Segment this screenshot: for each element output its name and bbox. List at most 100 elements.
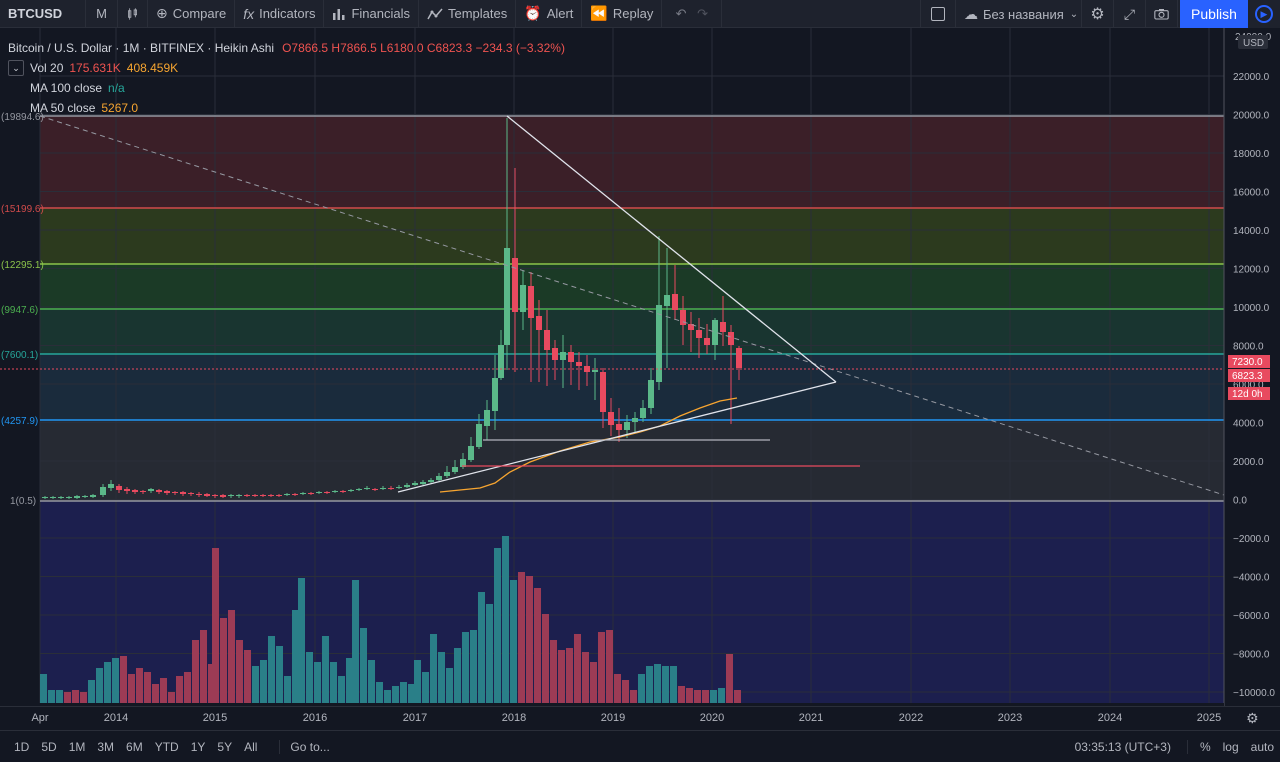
stream-button[interactable]: ▶ xyxy=(1248,0,1280,28)
candle-body-72 xyxy=(616,424,622,430)
candle-body-44 xyxy=(396,487,402,488)
volume-bar-70 xyxy=(590,662,597,703)
range-button-1m[interactable]: 1M xyxy=(68,739,86,754)
candle-body-46 xyxy=(412,483,418,485)
candle-body-8 xyxy=(108,484,114,488)
chart-type-button[interactable] xyxy=(118,0,148,28)
collapse-icon[interactable]: ⌄ xyxy=(8,60,24,76)
volume-bar-48 xyxy=(414,660,421,703)
symbol-search[interactable]: BTCUSD xyxy=(0,0,86,28)
volume-bar-21 xyxy=(208,664,215,703)
candle-body-65 xyxy=(560,352,566,360)
alert-button[interactable]: ⏰ Alert xyxy=(516,0,583,28)
triangle-lower-line[interactable] xyxy=(397,381,837,493)
ma50-value: 5267.0 xyxy=(101,101,139,115)
expand-icon: ⤢ xyxy=(1123,5,1136,22)
snapshot-button[interactable] xyxy=(1146,0,1178,28)
fullscreen-select-button[interactable] xyxy=(920,0,956,28)
bar-chart-icon xyxy=(333,8,345,20)
range-button-5y[interactable]: 5Y xyxy=(217,739,233,754)
legend-ma100-row[interactable]: MA 100 close n/a xyxy=(8,78,565,98)
range-button-all[interactable]: All xyxy=(244,739,258,754)
volume-bar-22 xyxy=(212,548,219,703)
volume-bar-85 xyxy=(710,690,717,703)
settings-button[interactable]: ⚙ xyxy=(1082,0,1114,28)
range-button-6m[interactable]: 6M xyxy=(126,739,143,754)
play-icon: ▶ xyxy=(1255,5,1273,23)
auto-toggle[interactable]: auto xyxy=(1250,740,1274,754)
candle-body-16 xyxy=(172,492,178,493)
legend-volume-row[interactable]: ⌄ Vol 20 175.631K 408.459K xyxy=(8,58,565,78)
compare-button[interactable]: ⊕ Compare xyxy=(148,0,236,28)
time-axis[interactable] xyxy=(0,703,1224,706)
volume-bar-67 xyxy=(566,648,573,703)
fib-band-4 xyxy=(40,309,1224,354)
candle-body-39 xyxy=(356,489,362,490)
alert-label: Alert xyxy=(546,6,574,21)
publish-button[interactable]: Publish xyxy=(1180,0,1248,28)
axis-settings-icon[interactable]: ⚙ xyxy=(1246,710,1259,726)
candle-body-67 xyxy=(576,362,582,366)
rewind-icon: ⏪ xyxy=(590,5,608,21)
candle-body-41 xyxy=(372,489,378,490)
volume-bar-65 xyxy=(550,640,557,703)
candle-body-10 xyxy=(124,489,130,491)
goto-button[interactable]: Go to... xyxy=(279,739,330,754)
candle-body-3 xyxy=(66,497,72,498)
trendline-dashed[interactable] xyxy=(39,115,1225,496)
fib-band-1 xyxy=(40,116,1224,208)
volume-bar-76 xyxy=(638,674,645,703)
legend-title[interactable]: Bitcoin / U.S. Dollar · 1M · BITFINEX · … xyxy=(8,41,275,55)
volume-bar-80 xyxy=(670,666,677,703)
candle-body-7 xyxy=(100,487,106,495)
price-tick-9: 4000.0 xyxy=(1233,419,1264,430)
volume-bar-12 xyxy=(136,668,143,703)
volume-bar-7 xyxy=(96,668,103,703)
undo-icon[interactable]: ↶ xyxy=(675,5,687,21)
volume-bar-47 xyxy=(408,684,415,703)
fib-label-4: (9947.6) xyxy=(1,305,38,316)
volume-bar-41 xyxy=(360,628,367,703)
fullscreen-button[interactable]: ⤢ xyxy=(1114,0,1146,28)
range-button-ytd[interactable]: YTD xyxy=(154,739,179,754)
price-tick-5: 12000.0 xyxy=(1233,265,1270,276)
volume-bar-66 xyxy=(558,650,565,703)
candle-body-37 xyxy=(340,491,346,492)
price-tick-12: −2000.0 xyxy=(1233,534,1270,545)
interval-button[interactable]: M xyxy=(86,0,118,28)
candle-body-25 xyxy=(244,495,250,496)
volume-bar-59 xyxy=(502,536,509,703)
fib-label-2: (15199.6) xyxy=(1,204,44,215)
range-button-1d[interactable]: 1D xyxy=(14,739,30,754)
range-button-1y[interactable]: 1Y xyxy=(190,739,206,754)
range-button-3m[interactable]: 3M xyxy=(97,739,115,754)
candle-body-17 xyxy=(180,492,186,494)
legend-ma50-row[interactable]: MA 50 close 5267.0 xyxy=(8,98,565,118)
price-axis-ticks: 22000.0 20000.0 18000.0 16000.0 14000.0 12000… xyxy=(1233,72,1275,699)
candle-body-55 xyxy=(484,410,490,426)
candle-body-22 xyxy=(220,495,226,497)
volume-bar-54 xyxy=(462,632,469,703)
percent-toggle[interactable]: % xyxy=(1186,740,1217,754)
volume-bar-33 xyxy=(298,578,305,703)
volume-bar-53 xyxy=(454,648,461,703)
time-zone-label[interactable]: 03:35:13 (UTC+3) xyxy=(1074,740,1171,754)
volume-bar-0 xyxy=(40,674,47,703)
triangle-upper-line[interactable] xyxy=(506,115,837,383)
currency-badge[interactable] xyxy=(1238,35,1268,49)
candle-body-49 xyxy=(436,476,442,480)
log-toggle[interactable]: log xyxy=(1222,740,1239,754)
indicators-button[interactable]: fx Indicators xyxy=(235,0,325,28)
range-button-5d[interactable]: 5D xyxy=(41,739,57,754)
templates-button[interactable]: Templates xyxy=(419,0,517,28)
layout-name-button[interactable]: ☁ Без названия ⌄ xyxy=(956,0,1082,28)
replay-button[interactable]: ⏪ Replay xyxy=(582,0,663,28)
price-tick-10: 2000.0 xyxy=(1233,457,1264,468)
price-chart[interactable]: (19894.6) (15199.6) (12295.1) (9947.6) (… xyxy=(0,28,1280,706)
candle-body-64 xyxy=(552,348,558,360)
financials-button[interactable]: Financials xyxy=(324,0,419,28)
price-tick-6: 10000.0 xyxy=(1233,303,1270,314)
price-tick-14: −6000.0 xyxy=(1233,611,1270,622)
time-axis-labels[interactable]: Apr 2014 2015 2016 2017 2018 2019 2020 2021 2022 2… xyxy=(0,706,1280,730)
redo-icon[interactable]: ↷ xyxy=(697,5,709,21)
